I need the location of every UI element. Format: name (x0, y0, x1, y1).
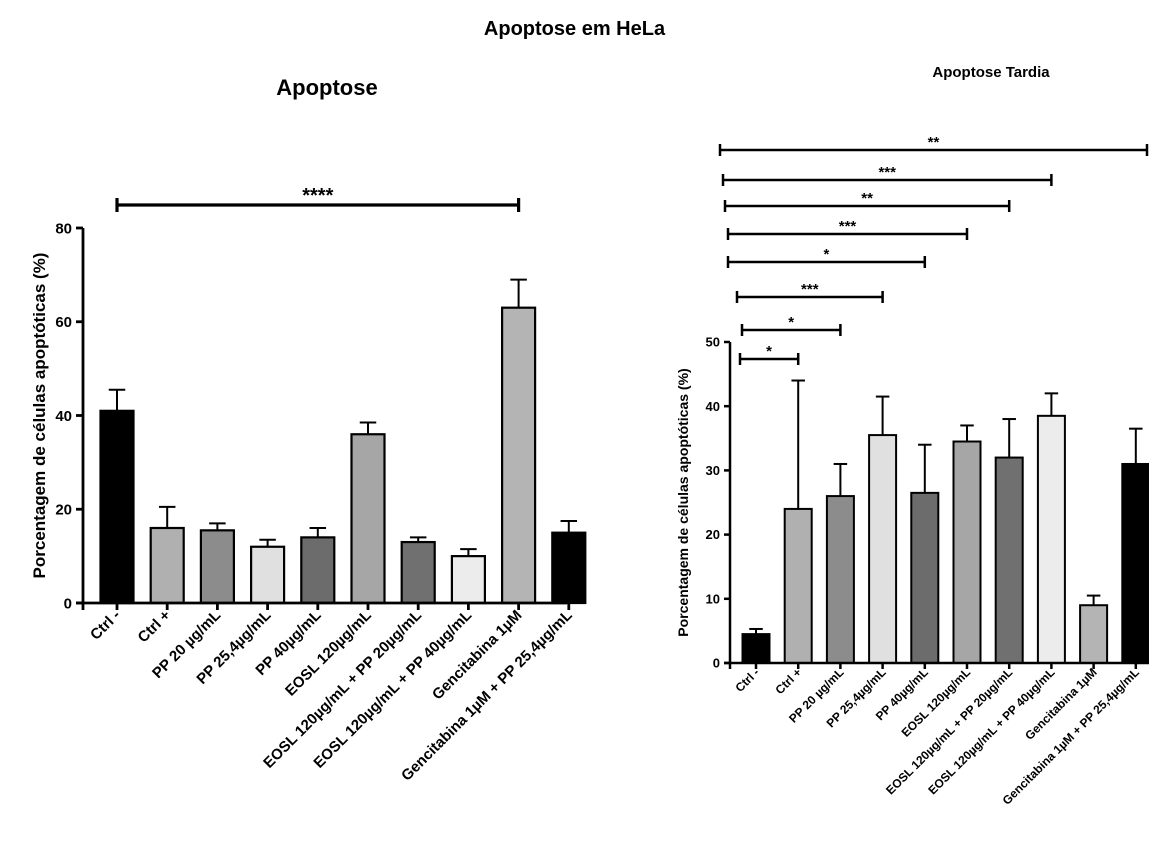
y-axis-label: Porcentagem de células apoptóticas (%) (30, 253, 49, 579)
y-tick-label: 50 (706, 335, 720, 350)
y-tick-label: 20 (706, 527, 720, 542)
x-tick-label: Ctrl + (772, 665, 804, 697)
bar (1121, 462, 1149, 665)
bar (1079, 604, 1109, 664)
y-tick-label: 40 (55, 408, 72, 425)
y-tick-label: 60 (55, 314, 72, 331)
bar (400, 540, 436, 605)
bar (868, 434, 898, 664)
significance-label: * (766, 343, 772, 360)
bar (994, 456, 1024, 664)
y-tick-label: 0 (64, 595, 72, 612)
x-tick-label: Ctrl - (87, 607, 124, 644)
chart-title: Apoptose Tardia (932, 64, 1050, 81)
x-tick-label: Ctrl - (732, 665, 762, 695)
chart-title: Apoptose (276, 75, 377, 100)
bar (1036, 414, 1066, 664)
bar (199, 529, 235, 605)
bar (350, 433, 386, 605)
significance-label: *** (878, 164, 896, 181)
significance-label: **** (302, 185, 333, 207)
bar (149, 526, 185, 605)
page-title: Apoptose em HeLa (483, 18, 666, 40)
y-tick-label: 10 (706, 591, 720, 606)
bar (501, 306, 537, 605)
bar (825, 495, 855, 664)
y-axis-label: Porcentagem de células apoptóticas (%) (675, 368, 691, 636)
bar (551, 531, 587, 605)
bar (952, 440, 982, 665)
bar (99, 409, 135, 605)
bar (250, 545, 286, 605)
bar (300, 536, 336, 605)
significance-label: *** (839, 218, 857, 235)
bar (910, 491, 940, 664)
x-tick-label: Gencitabina 1µM (429, 607, 526, 704)
bar (783, 507, 813, 665)
significance-label: * (788, 314, 794, 331)
y-tick-label: 40 (706, 399, 720, 414)
bar (450, 555, 486, 605)
x-tick-label: Ctrl + (135, 607, 175, 647)
significance-label: ** (928, 134, 940, 151)
y-tick-label: 80 (55, 220, 72, 237)
significance-label: ** (861, 190, 873, 207)
y-tick-label: 30 (706, 463, 720, 478)
y-tick-label: 0 (713, 656, 720, 671)
y-tick-label: 20 (55, 502, 72, 519)
bar (741, 633, 771, 664)
significance-label: * (823, 246, 829, 263)
x-tick-label: EOSL 120µg/mL (282, 607, 375, 700)
x-tick-label: Gencitabina 1µM (1022, 665, 1100, 743)
significance-label: *** (801, 281, 819, 298)
